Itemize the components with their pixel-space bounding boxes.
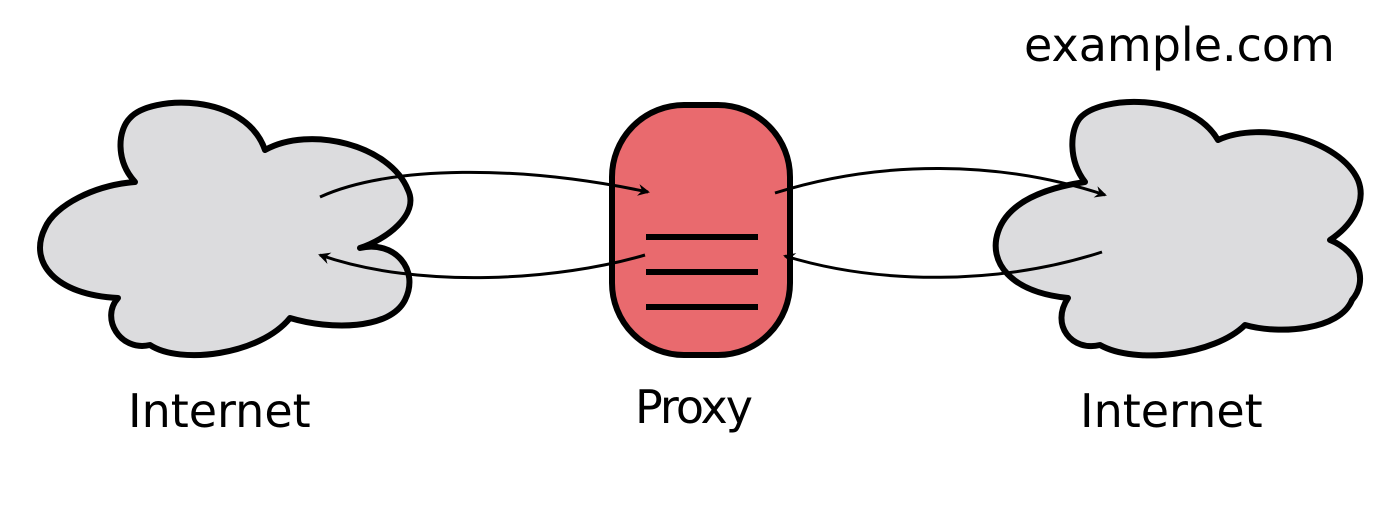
arrow-proxy-to-right-cloud bbox=[774, 167, 1107, 198]
left-cloud-label: Internet bbox=[128, 384, 311, 438]
arrow-right-cloud-to-proxy bbox=[783, 250, 1103, 279]
right-cloud-label: Internet bbox=[1080, 384, 1263, 438]
left-cloud-icon bbox=[37, 99, 414, 359]
domain-label: example.com bbox=[1024, 18, 1335, 72]
arrow-proxy-to-left-cloud bbox=[318, 252, 646, 280]
right-cloud-icon bbox=[992, 98, 1364, 359]
proxy-label: Proxy bbox=[635, 380, 753, 434]
arrow-left-cloud-to-proxy bbox=[319, 170, 650, 199]
proxy-node-icon bbox=[609, 102, 793, 358]
